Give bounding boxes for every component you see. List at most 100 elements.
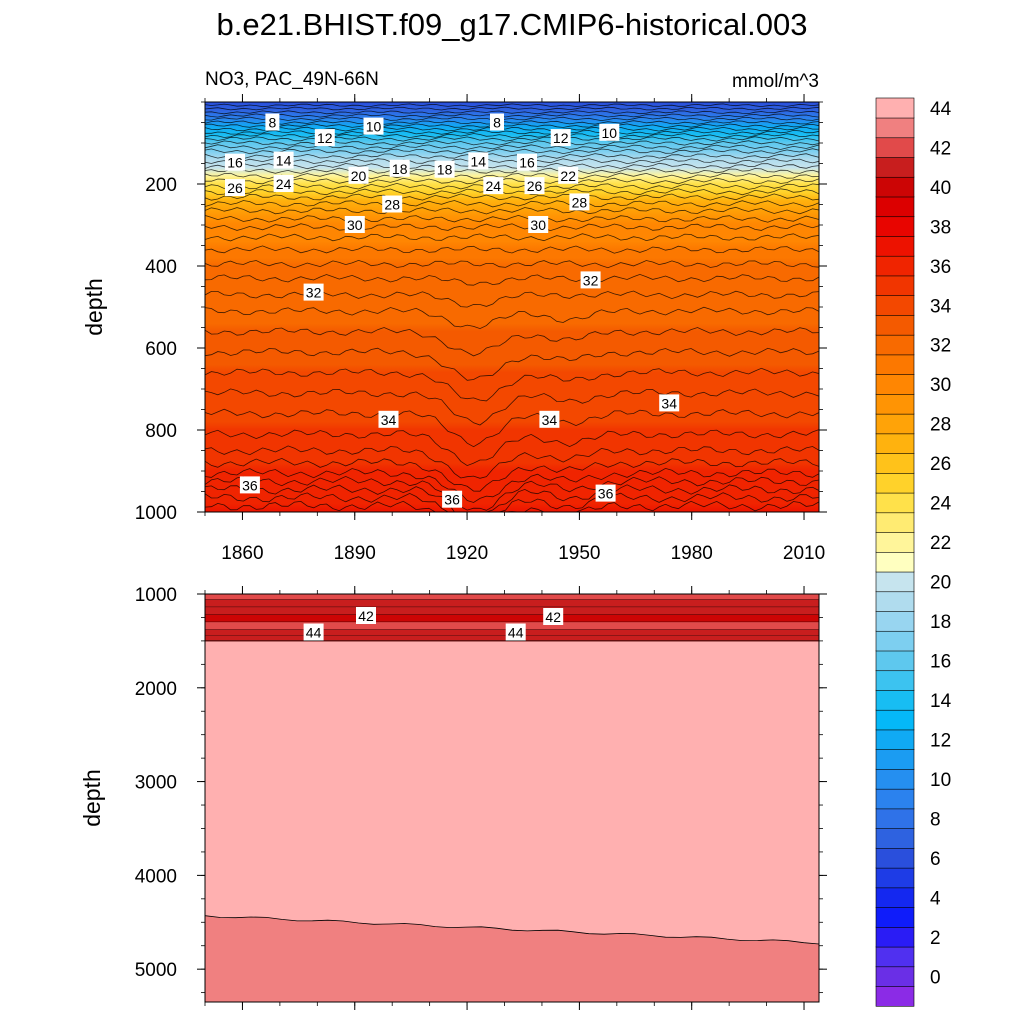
colorbar-label: 34 [930,296,952,317]
colorbar-label: 6 [930,849,941,870]
contour-label-32: 32 [303,283,324,301]
colorbar-box [875,926,915,948]
colorbar-label: 40 [930,178,951,199]
colorbar-box [875,374,915,395]
colorbar-box [875,393,915,415]
colorbar-label: 16 [930,652,951,673]
contour-label-box [468,152,489,170]
contour-label-text: 16 [227,155,243,171]
colorbar-label: 30 [930,375,951,396]
colorbar-box [875,531,915,553]
colorbar-label: 42 [930,138,951,159]
contour-label-box [434,160,455,178]
contour-label-36: 36 [595,484,616,502]
colorbar-box [875,452,915,474]
colorbar-label: 28 [930,415,951,436]
x-tick-label: 2010 [783,543,825,564]
contour-label-box [505,623,526,641]
contour-label-36: 36 [442,490,463,508]
contour-label-text: 18 [437,162,453,178]
lower-band [205,594,819,601]
contour-line [205,408,819,448]
contour-line [205,188,819,196]
contour-label-text: 34 [381,412,397,428]
contour-line [205,327,819,357]
colorbar-box [875,966,915,987]
colorbar-box [875,887,915,908]
subtitle-left: NO3, PAC_49N-66N [205,69,379,90]
contour-line [205,113,819,118]
colorbar-label: 8 [930,810,941,831]
colorbar-box [875,551,915,573]
contour-line [205,177,819,185]
contour-line [205,172,819,180]
contour-label-text: 28 [572,194,588,210]
contour-label-16: 16 [225,153,245,171]
contour-label-text: 36 [242,477,258,493]
contour-label-8: 8 [265,113,280,131]
contour-label-box [363,117,384,135]
contour-label-box [539,410,560,428]
lower-contour-labels: 42 42 44 44 [303,607,564,641]
contour-label-box [528,216,549,233]
colorbar: 0246810121416182022242628303234363840424… [875,97,952,1007]
contour-label-10: 10 [599,123,620,141]
contour-label-text: 16 [519,155,535,171]
x-tick-label: 1980 [671,543,713,564]
colorbar-label: 24 [930,494,952,515]
contour-label-36: 36 [239,476,260,494]
y-tick-label: 800 [145,421,177,442]
colorbar-box [875,117,915,139]
contour-line [205,103,819,108]
contour-label-12: 12 [550,129,571,147]
contour-label-text: 18 [392,161,408,177]
contour-label-text: 26 [527,178,543,194]
colorbar-label: 38 [930,217,951,238]
colorbar-box [875,670,915,691]
contour-line [205,110,819,115]
contour-label-box [524,177,545,195]
colorbar-box [875,275,915,296]
contour-label-box [659,394,680,412]
contour-line [205,157,819,165]
contour-label-text: 22 [560,168,576,184]
colorbar-box [875,729,915,750]
contour-label-text: 8 [493,115,501,131]
contour-label-26: 26 [524,177,545,195]
colorbar-box [875,354,915,375]
contour-line [205,347,819,381]
contour-line [205,200,819,208]
contour-line [205,120,819,125]
contour-line [205,429,819,467]
contour-label-28: 28 [382,195,403,213]
contour-label-18: 18 [434,160,455,178]
contour-label-text: 32 [306,285,322,301]
colorbar-box [875,512,915,533]
colorbar-box [875,176,915,198]
colorbar-box [875,235,915,257]
contour-label-text: 36 [598,486,614,502]
contour-label-30: 30 [528,216,549,233]
contour-label-box [239,476,260,494]
y-tick-label: 1000 [135,585,177,606]
contour-line [205,136,819,142]
contour-label-text: 26 [227,180,243,196]
contour-label-text: 24 [486,178,502,194]
y-tick-label: 200 [145,175,177,196]
contour-label-text: 36 [444,492,460,508]
contour-line [205,233,819,242]
colorbar-box [875,137,915,158]
contour-label-text: 30 [347,217,363,233]
upper-y-axis-title: depth [81,278,107,336]
contour-label-14: 14 [468,152,489,170]
contour-label-box [348,166,369,184]
contour-label-34: 34 [378,410,399,428]
colorbar-box [875,334,915,356]
contour-line [205,106,819,111]
colorbar-label: 20 [930,573,951,594]
lower-band [205,607,819,616]
contour-label-20: 20 [348,166,369,184]
contour-label-8: 8 [490,113,504,131]
colorbar-box [875,709,915,731]
